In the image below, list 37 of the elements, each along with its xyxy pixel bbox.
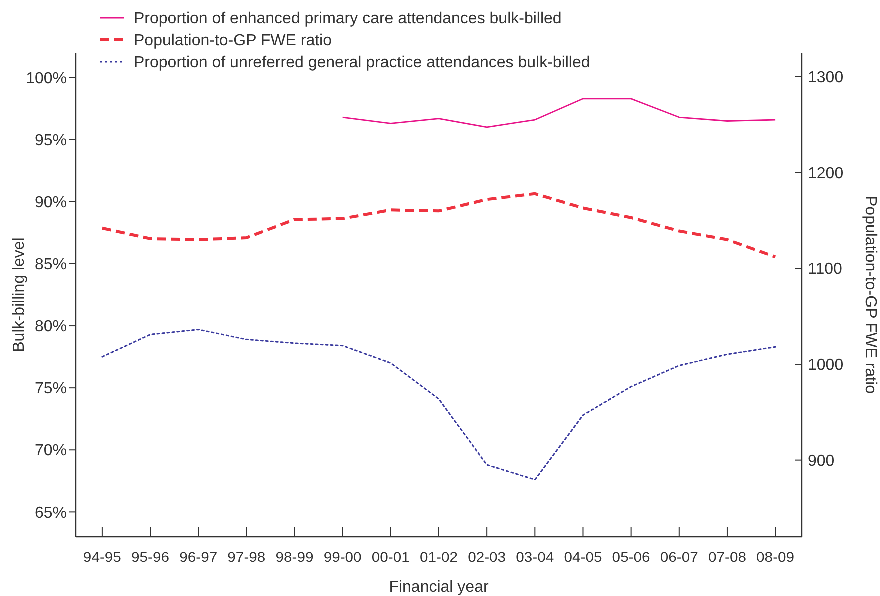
y-tick-label: 75%	[34, 380, 67, 398]
y2-tick-label: 1200	[808, 165, 844, 182]
y-tick-label: 65%	[34, 504, 67, 522]
y-tick-label: 95%	[34, 132, 67, 150]
legend-label: Proportion of unreferred general practice attendances bulk-billed	[134, 54, 590, 72]
x-tick-label: 06-07	[660, 549, 699, 565]
y-tick-label: 80%	[34, 318, 67, 336]
y-tick-label: 90%	[34, 194, 67, 212]
x-tick-label: 98-99	[276, 549, 314, 565]
y2-tick-label: 1100	[808, 261, 843, 278]
y2-tick-label: 900	[808, 452, 835, 470]
y-tick-label: 70%	[34, 442, 67, 460]
x-tick-label: 05-06	[612, 549, 651, 565]
x-tick-label: 94-95	[83, 549, 122, 565]
legend-label: Proportion of enhanced primary care attendances bulk-billed	[134, 10, 562, 28]
line-series	[342, 98, 776, 128]
line-series	[100, 192, 778, 259]
x-tick-label: 95-96	[132, 549, 170, 565]
y-tick-label: 85%	[34, 256, 67, 274]
x-tick-label: 02-03	[468, 549, 506, 565]
x-tick-label: 97-98	[228, 549, 266, 565]
x-tick-label: 03-04	[516, 549, 554, 565]
y-tick-label: 100%	[26, 70, 67, 88]
y2-tick-label: 1000	[808, 357, 844, 374]
x-tick-label: 99-00	[324, 549, 362, 565]
x-tick-label: 07-08	[708, 549, 747, 565]
x-axis-title: Financial year	[389, 579, 490, 596]
x-tick-label: 04-05	[564, 549, 602, 565]
x-tick-label: 96-97	[180, 549, 218, 565]
line-series	[102, 329, 776, 481]
legend-label: Population-to-GP FWE ratio	[134, 32, 332, 50]
y2-tick-label: 1300	[808, 70, 844, 87]
x-tick-label: 00-01	[372, 549, 410, 565]
x-tick-label: 01-02	[420, 549, 458, 565]
y2-axis-title: Population-to-GP FWE ratio	[862, 196, 879, 394]
x-tick-label: 08-09	[756, 549, 795, 565]
y-axis-title: Bulk-billing level	[11, 238, 28, 352]
